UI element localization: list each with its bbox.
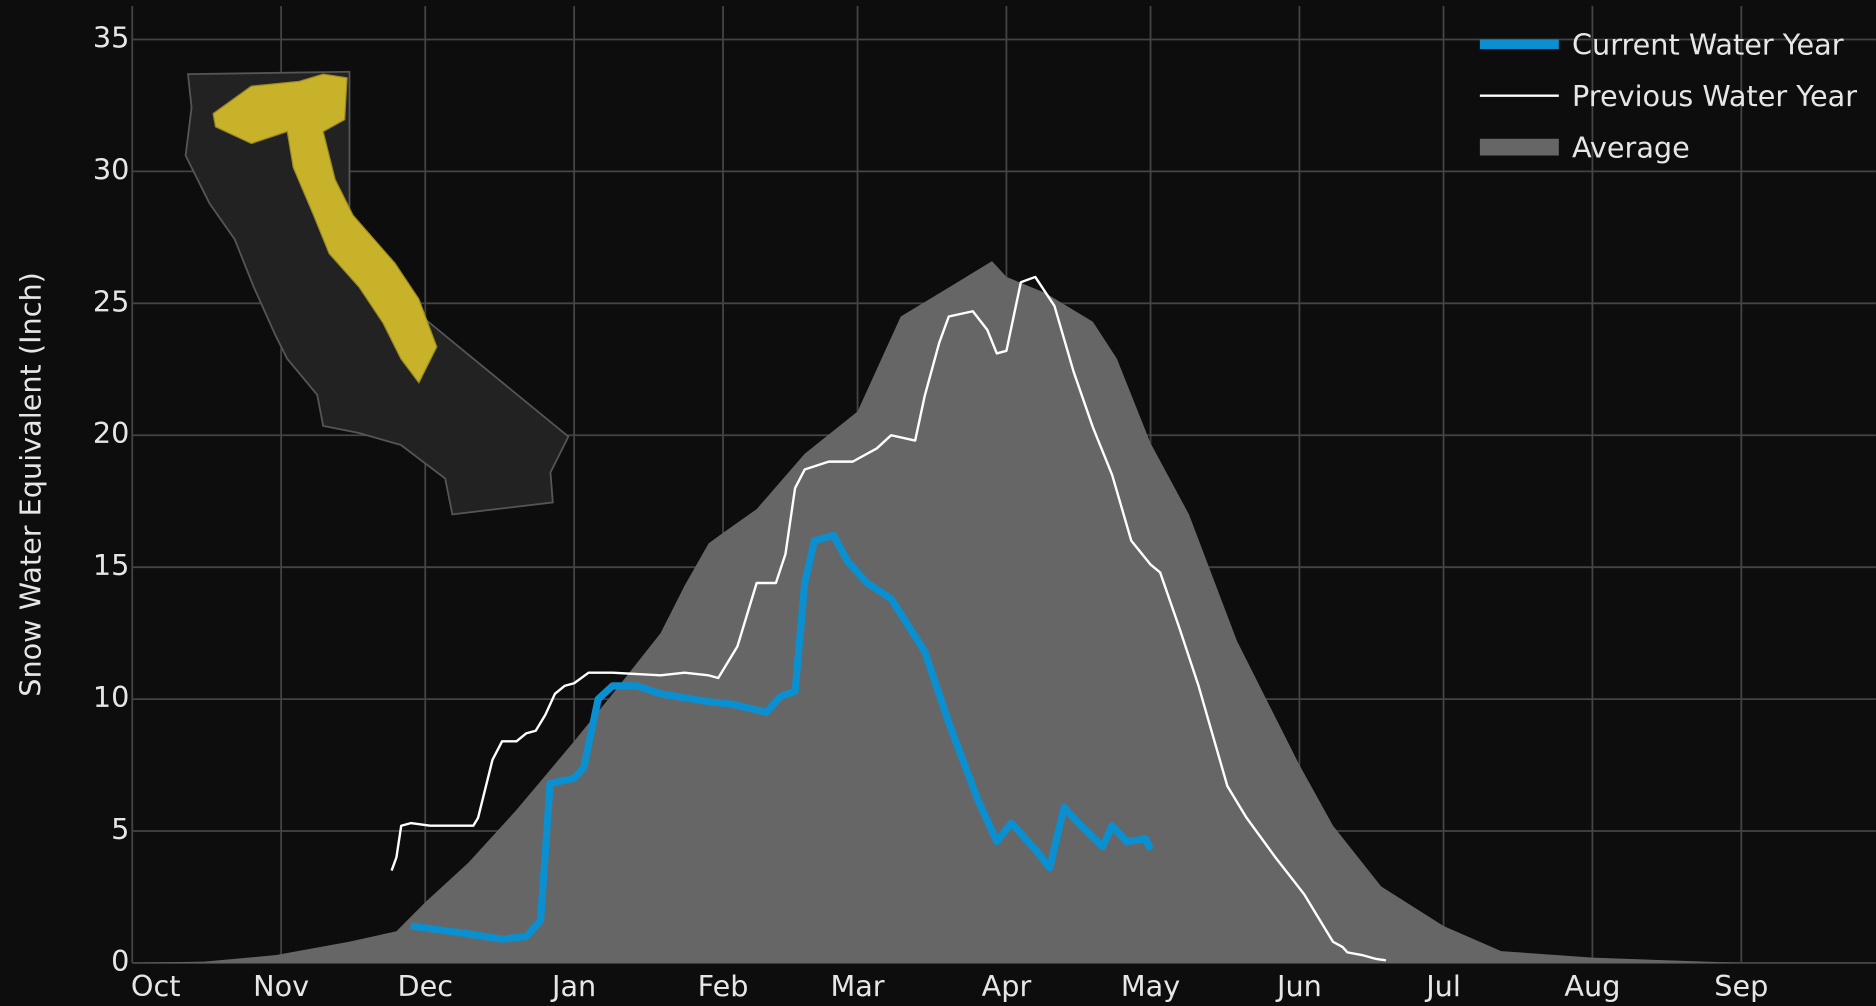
y-tick-label: 5 xyxy=(111,812,129,846)
x-tick-label: Sep xyxy=(1714,969,1768,1003)
y-axis-label: Snow Water Equivalent (Inch) xyxy=(13,272,47,697)
y-tick-label: 20 xyxy=(93,416,130,450)
legend-label: Average xyxy=(1572,131,1690,165)
x-tick-label: Dec xyxy=(397,969,453,1003)
plot-area xyxy=(132,261,1876,963)
x-tick-label: Feb xyxy=(698,969,749,1003)
x-tick-label: Jun xyxy=(1275,969,1322,1003)
average-area xyxy=(132,261,1876,963)
x-tick-label: Oct xyxy=(131,969,181,1003)
x-tick-label: Jul xyxy=(1424,969,1461,1003)
y-tick-label: 0 xyxy=(111,944,129,978)
x-tick-label: Mar xyxy=(830,969,884,1003)
x-tick-label: May xyxy=(1121,969,1180,1003)
legend-swatch xyxy=(1479,138,1559,156)
y-tick-label: 30 xyxy=(93,152,130,186)
x-tick-label: Jan xyxy=(550,969,596,1003)
series-line xyxy=(410,531,1154,943)
y-tick-label: 25 xyxy=(93,284,130,318)
region xyxy=(212,73,438,384)
legend-label: Previous Water Year xyxy=(1572,79,1857,113)
x-tick-label: Nov xyxy=(253,969,309,1003)
legend-label: Current Water Year xyxy=(1572,28,1844,62)
x-tick-label: Aug xyxy=(1564,969,1620,1003)
y-tick-label: 10 xyxy=(93,680,130,714)
y-tick-label: 15 xyxy=(93,548,130,582)
x-tick-label: Apr xyxy=(982,969,1032,1003)
legend: Current Water Year Previous Water Year Ave… xyxy=(1479,28,1857,165)
y-tick-label: 35 xyxy=(93,20,130,54)
series-line xyxy=(390,275,1387,962)
inset-map xyxy=(184,70,570,516)
